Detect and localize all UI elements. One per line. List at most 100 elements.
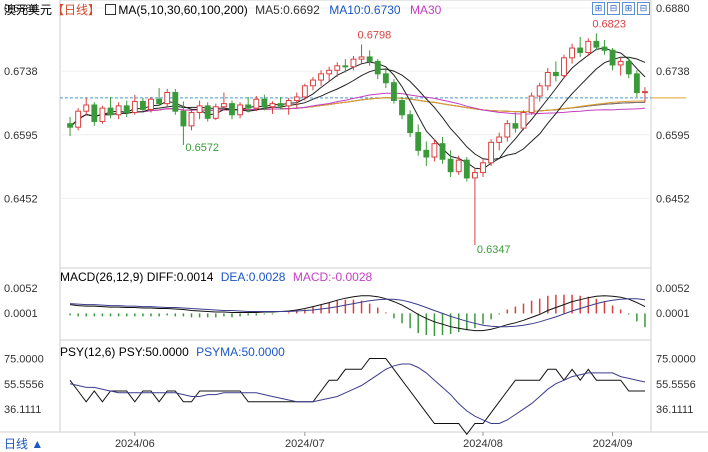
candle-body: [204, 105, 211, 119]
candle-body: [366, 56, 373, 62]
psy-tick-right: 55.5556: [656, 379, 696, 391]
candle-body: [342, 65, 349, 68]
period-switch[interactable]: 日线 ▲: [4, 437, 44, 451]
psy-value: PSY:50.0000: [118, 345, 189, 359]
candle-body: [447, 158, 454, 173]
candle-body: [455, 159, 462, 173]
candle-body: [318, 73, 324, 81]
price-tick-right: 0.6452: [656, 193, 690, 205]
candle-body: [285, 100, 292, 107]
ma5-value: MA5:0.6692: [255, 3, 320, 17]
macd-diff: DIFF:0.0014: [146, 270, 214, 284]
candle-body: [642, 91, 648, 94]
price-tick-right: 0.6738: [656, 66, 690, 78]
candle-body: [180, 110, 187, 127]
candle-body: [633, 73, 640, 94]
candle-body: [552, 72, 559, 77]
candle-body: [528, 95, 535, 114]
candle-body: [561, 57, 567, 77]
zoom-in-icon[interactable]: ⊞: [592, 2, 605, 15]
candle-body: [463, 159, 470, 179]
price-panel-frame: [59, 0, 652, 269]
price-tick-right: 0.6595: [656, 130, 690, 142]
candle-icon: [105, 4, 117, 15]
candle-body: [139, 100, 146, 110]
candle-body: [301, 85, 308, 98]
candle-body: [374, 60, 381, 75]
candle-body: [471, 172, 478, 179]
psy-tick-left: 75.0000: [4, 354, 44, 366]
candle-body: [156, 98, 163, 105]
ma30-label: MA30: [409, 3, 442, 17]
candle-body: [123, 105, 130, 114]
date-tick-label: 2024/08: [463, 438, 503, 450]
candle-body: [277, 103, 284, 107]
macd-tick-left: 0.0052: [4, 283, 38, 295]
candle-body: [91, 104, 98, 122]
candle-body: [488, 141, 495, 164]
date-tick-label: 2024/06: [115, 438, 155, 450]
candle-body: [504, 123, 511, 138]
candle-body: [382, 73, 389, 84]
ma10-line: [69, 56, 646, 161]
candle-body: [593, 40, 600, 48]
price-tick-right: 0.6880: [656, 3, 690, 15]
macd-value: MACD:-0.0028: [292, 270, 373, 284]
candle-body: [625, 60, 632, 75]
candle-body: [536, 85, 543, 97]
candle-body: [496, 136, 503, 143]
candle-body: [310, 79, 316, 87]
candle-body: [439, 143, 446, 160]
candle-body: [237, 104, 244, 116]
date-tick-label: 2024/07: [285, 438, 325, 450]
macd-legend: MACD(26,12,9) DIFF:0.0014 DEA:0.0028 MAC…: [60, 270, 372, 284]
macd-tick-left: 0.0001: [4, 308, 38, 320]
psyma-value: PSYMA:50.0000: [196, 345, 285, 359]
candle-body: [269, 103, 276, 108]
candle-body: [512, 123, 519, 129]
candle-body: [431, 143, 438, 158]
candle-body: [407, 114, 414, 134]
candle-body: [399, 100, 405, 116]
candle-body: [585, 40, 592, 53]
price-legend: 澳元美元【日线】 MA(5,10,30,60,100,200) MA5:0.66…: [4, 3, 441, 17]
candle-body: [164, 92, 171, 105]
psy-tick-left: 36.1111: [4, 404, 41, 416]
candle-body: [220, 103, 227, 108]
low-annotation-2: 0.6347: [477, 244, 511, 256]
candle-body: [253, 98, 260, 109]
candle-body: [617, 60, 624, 66]
candle-body: [326, 69, 333, 75]
candle-body: [293, 96, 300, 102]
candle-body: [172, 92, 179, 112]
high-annotation-2: 0.6823: [592, 18, 626, 30]
candle-body: [67, 123, 73, 128]
candle-body: [115, 105, 122, 116]
candle-body: [520, 112, 527, 129]
low-annotation-1: 0.6572: [185, 142, 219, 154]
expand-icon[interactable]: ⊞: [622, 2, 635, 15]
candle-body: [261, 98, 268, 108]
candle-body: [480, 162, 486, 174]
macd-dea: DEA:0.0028: [220, 270, 286, 284]
high-annotation-1: 0.6798: [358, 29, 392, 41]
candle-body: [423, 149, 430, 158]
ma30-line: [69, 92, 646, 128]
macd-tick-right: 0.0001: [656, 308, 690, 320]
candle-body: [75, 110, 82, 128]
candle-body: [245, 104, 252, 109]
candle-body: [148, 98, 154, 110]
ma10-value: MA10:0.6730: [329, 3, 401, 17]
price-tick-left: 0.6738: [4, 66, 38, 78]
period-tag[interactable]: 【日线】: [52, 3, 101, 17]
candle-body: [415, 132, 422, 151]
candle-body: [391, 82, 397, 102]
symbol-name: 澳元美元: [4, 3, 53, 17]
zoom-out-icon[interactable]: ⊟: [607, 2, 620, 15]
date-tick-label: 2024/09: [593, 438, 633, 450]
candle-body: [99, 107, 106, 122]
price-tick-left: 0.6880: [4, 3, 38, 15]
candle-body: [544, 72, 551, 87]
candle-body: [212, 106, 219, 119]
collapse-icon[interactable]: ⊟: [637, 2, 650, 15]
